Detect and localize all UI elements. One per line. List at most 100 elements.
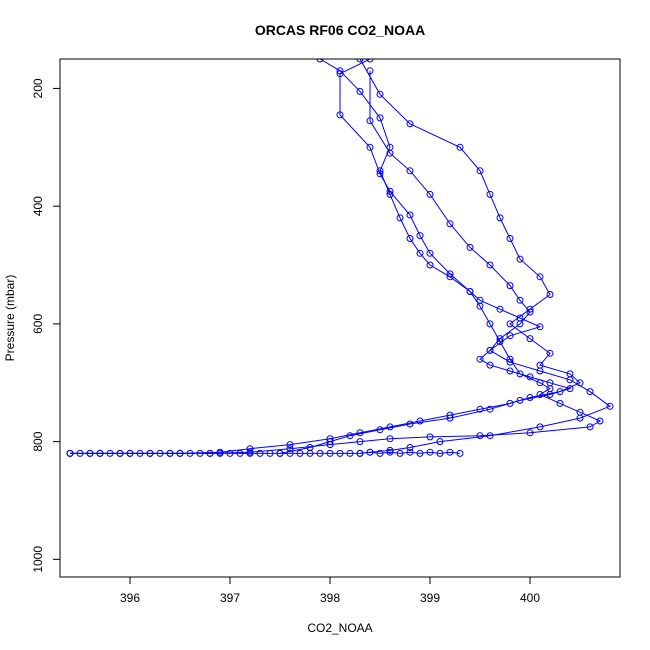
data-point [416, 449, 424, 457]
data-point [356, 438, 364, 446]
data-point [426, 433, 434, 441]
data-point [446, 270, 454, 278]
data-point [306, 449, 314, 457]
data-point [446, 448, 454, 456]
data-point [516, 255, 524, 263]
data-point [506, 358, 514, 366]
data-point [446, 220, 454, 228]
data-point [316, 449, 324, 457]
data-point [376, 170, 384, 178]
data-point [136, 449, 144, 457]
data-point [416, 249, 424, 257]
data-point [186, 449, 194, 457]
data-point [466, 243, 474, 251]
data-point [396, 449, 404, 457]
data-point [476, 355, 484, 363]
data-point [516, 320, 524, 328]
data-point [456, 449, 464, 457]
y-tick-label: 200 [31, 78, 45, 98]
data-point [516, 370, 524, 378]
data-point [376, 90, 384, 98]
data-point [486, 261, 494, 269]
data-point [386, 423, 394, 431]
data-point [596, 417, 604, 425]
y-tick-label: 400 [31, 196, 45, 216]
data-point [246, 449, 254, 457]
data-point [366, 117, 374, 125]
data-point [106, 449, 114, 457]
data-point [206, 449, 214, 457]
data-point [66, 449, 74, 457]
data-point [506, 235, 514, 242]
data-point [486, 361, 494, 369]
data-point [486, 320, 494, 328]
data-point [536, 273, 544, 281]
data-point [406, 167, 414, 175]
data-point [506, 367, 514, 375]
data-point [506, 282, 514, 290]
data-point [236, 449, 244, 457]
data-point [496, 214, 504, 222]
data-point [326, 435, 334, 443]
data-point [406, 235, 414, 242]
data-point [416, 232, 424, 240]
data-point [486, 432, 494, 440]
data-point [426, 448, 434, 456]
data-point [506, 399, 514, 407]
data-point [566, 376, 574, 384]
data-point [466, 288, 474, 295]
data-point [356, 59, 364, 63]
data-point [266, 449, 274, 457]
data-point [376, 114, 384, 122]
data-point [526, 373, 534, 381]
data-point [346, 449, 354, 457]
data-point [296, 449, 304, 457]
data-point [436, 449, 444, 457]
data-point [196, 449, 204, 457]
data-point [436, 438, 444, 446]
data-point [276, 449, 284, 457]
data-point [86, 449, 94, 457]
x-tick-label: 397 [220, 591, 240, 605]
data-point [546, 291, 554, 298]
data-point [406, 448, 414, 456]
data-point [366, 448, 374, 456]
data-point [226, 449, 234, 457]
series-line [70, 59, 581, 454]
data-point [336, 449, 344, 457]
data-point [506, 332, 514, 340]
data-point [366, 67, 374, 75]
data-point [366, 143, 374, 151]
data-point [396, 214, 404, 222]
data-point [546, 349, 554, 357]
y-tick-label: 1000 [31, 546, 45, 573]
data-point [426, 190, 434, 198]
data-point [486, 405, 494, 413]
plot-area [66, 59, 614, 457]
data-point [386, 187, 394, 195]
data-point [256, 449, 264, 457]
data-point [126, 449, 134, 457]
data-point [146, 449, 154, 457]
data-point [486, 190, 494, 198]
data-point [336, 111, 344, 119]
data-point [516, 396, 524, 404]
data-point [496, 305, 504, 313]
x-tick-label: 396 [120, 591, 140, 605]
plot-frame [59, 58, 621, 578]
data-point [216, 449, 224, 457]
series-line [70, 59, 602, 454]
y-tick-label: 600 [31, 314, 45, 334]
data-point [386, 448, 394, 456]
series-line [70, 451, 461, 454]
data-point [476, 296, 484, 304]
data-point [286, 441, 294, 449]
data-point [116, 449, 124, 457]
data-point [166, 449, 174, 457]
data-point [476, 432, 484, 440]
data-point [526, 308, 534, 316]
y-tick-label: 800 [31, 431, 45, 451]
data-point [506, 320, 514, 328]
data-point [286, 449, 294, 457]
